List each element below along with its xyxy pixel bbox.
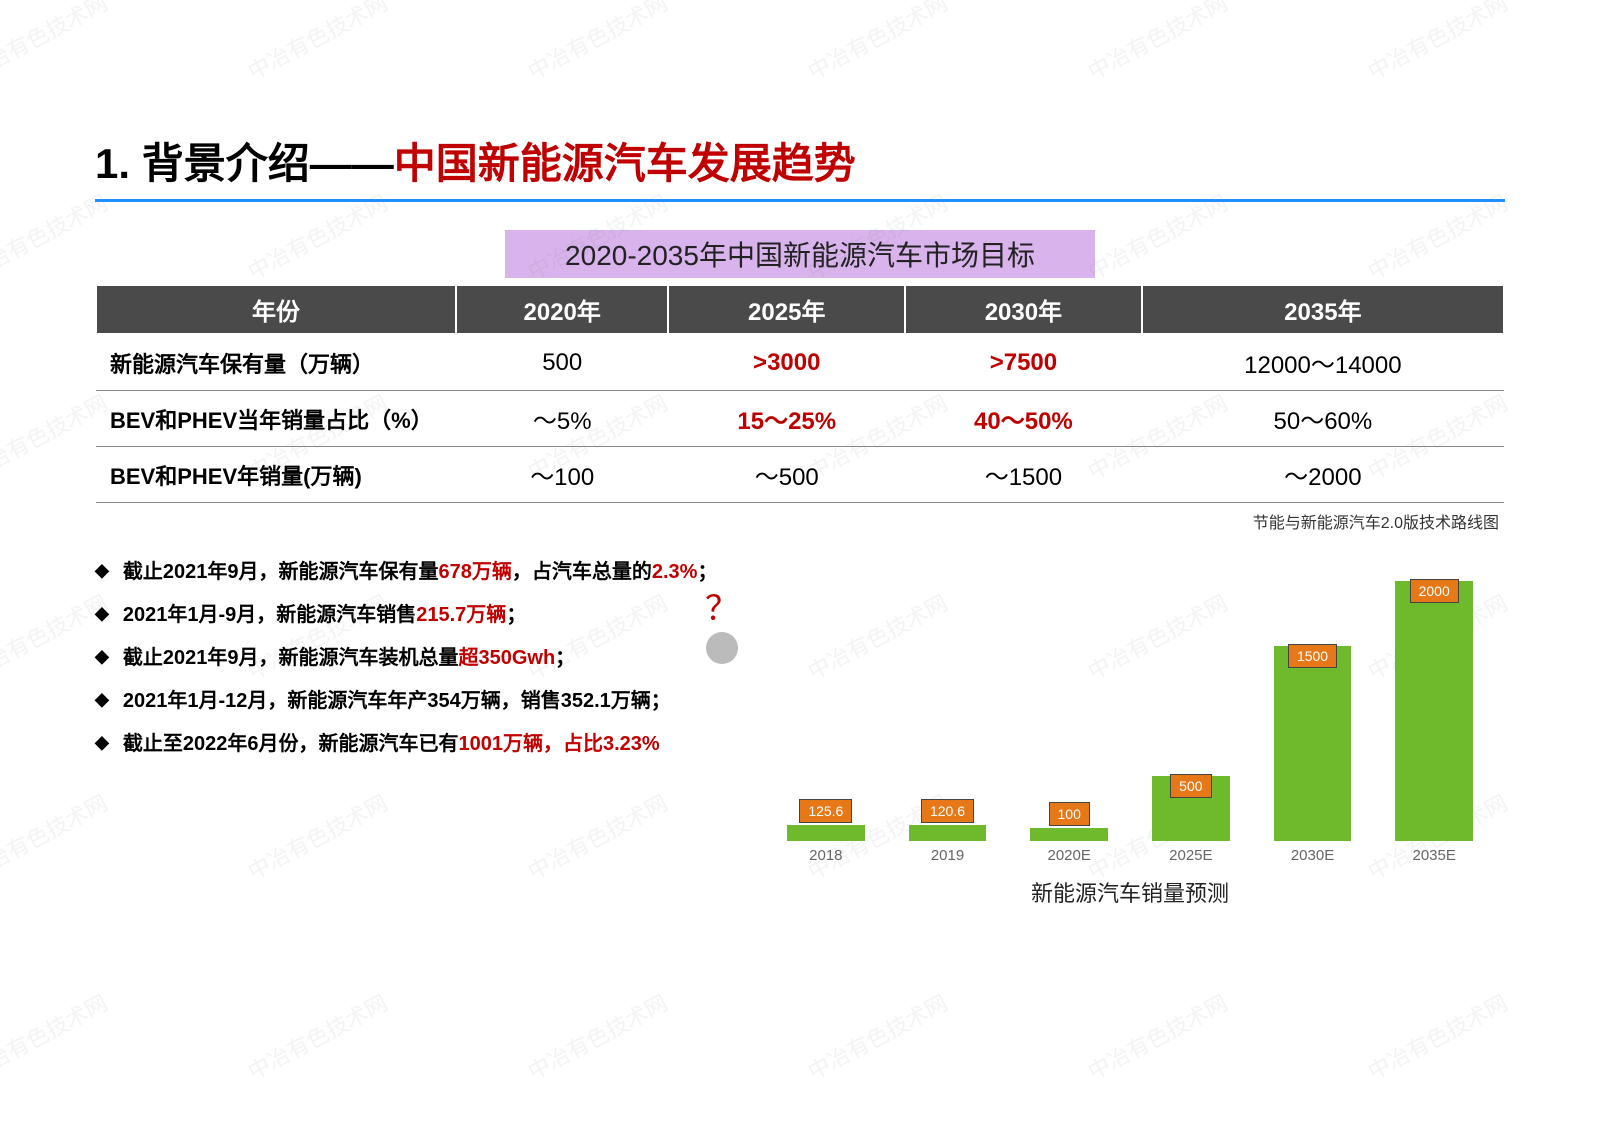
table-body: 新能源汽车保有量（万辆）500>3000>750012000～14000BEV和… <box>96 334 1504 503</box>
table-cell: 15～25% <box>668 391 905 447</box>
watermark: 中冶有色技术网 <box>242 0 393 86</box>
table-cell: 40～50% <box>905 391 1142 447</box>
row-label: BEV和PHEV当年销量占比（%） <box>96 391 456 447</box>
watermark: 中冶有色技术网 <box>1082 0 1233 86</box>
bar-value-label: 500 <box>1170 774 1211 798</box>
table-cell: >3000 <box>668 334 905 391</box>
watermark: 中冶有色技术网 <box>0 986 113 1087</box>
bullet-item: 截止2021年9月，新能源汽车保有量678万辆，占汽车总量的2.3%； <box>95 551 735 594</box>
bar <box>787 825 865 841</box>
watermark: 中冶有色技术网 <box>522 986 673 1087</box>
bar-value-label: 100 <box>1049 802 1090 826</box>
table-header-cell: 2020年 <box>456 285 668 334</box>
source-note: 节能与新能源汽车2.0版技术路线图 <box>95 509 1505 533</box>
bullet-list: 截止2021年9月，新能源汽车保有量678万辆，占汽车总量的2.3%；2021年… <box>95 551 735 908</box>
table-cell: 50～60% <box>1142 391 1504 447</box>
table-cell: ～2000 <box>1142 447 1504 503</box>
bar <box>909 825 987 841</box>
x-label: 2018 <box>765 847 887 864</box>
table-cell: ～500 <box>668 447 905 503</box>
question-icon: ？ <box>705 581 739 664</box>
bullet-item: 2021年1月-12月，新能源汽车年产354万辆，销售352.1万辆； <box>95 680 735 723</box>
watermark: 中冶有色技术网 <box>1362 986 1513 1087</box>
row-label: BEV和PHEV年销量(万辆) <box>96 447 456 503</box>
watermark: 中冶有色技术网 <box>0 0 113 86</box>
x-label: 2020E <box>1008 847 1130 864</box>
x-label: 2019 <box>887 847 1009 864</box>
watermark: 中冶有色技术网 <box>1082 986 1233 1087</box>
bar-column: 2000 <box>1373 579 1495 841</box>
watermark: 中冶有色技术网 <box>1362 0 1513 86</box>
subtitle-banner: 2020-2035年中国新能源汽车市场目标 <box>505 230 1095 278</box>
x-label: 2025E <box>1130 847 1252 864</box>
table-row: BEV和PHEV当年销量占比（%）～5%15～25%40～50%50～60% <box>96 391 1504 447</box>
table-header-cell: 2025年 <box>668 285 905 334</box>
table-cell: 500 <box>456 334 668 391</box>
bar-column: 100 <box>1008 802 1130 841</box>
watermark: 中冶有色技术网 <box>242 986 393 1087</box>
heading-main: 中国新能源汽车发展趋势 <box>394 130 856 191</box>
table-cell: >7500 <box>905 334 1142 391</box>
bullet-item: 截止至2022年6月份，新能源汽车已有1001万辆，占比3.23% <box>95 723 735 766</box>
table-cell: ～100 <box>456 447 668 503</box>
bar-value-label: 120.6 <box>921 799 974 823</box>
lower-row: 截止2021年9月，新能源汽车保有量678万辆，占汽车总量的2.3%；2021年… <box>95 551 1505 908</box>
bar-value-label: 125.6 <box>799 799 852 823</box>
watermark: 中冶有色技术网 <box>522 0 673 86</box>
thinker-head <box>706 632 738 664</box>
table-row: BEV和PHEV年销量(万辆)～100～500～1500～2000 <box>96 447 1504 503</box>
table-header-cell: 2035年 <box>1142 285 1504 334</box>
watermark: 中冶有色技术网 <box>802 0 953 86</box>
x-label: 2030E <box>1252 847 1374 864</box>
table-cell: 12000～14000 <box>1142 334 1504 391</box>
bar-column: 1500 <box>1252 644 1374 841</box>
sales-chart: 125.6120.610050015002000 201820192020E20… <box>755 551 1505 908</box>
bar-value-label: 1500 <box>1288 644 1337 668</box>
row-label: 新能源汽车保有量（万辆） <box>96 334 456 391</box>
bullet-item: 截止2021年9月，新能源汽车装机总量超350Gwh； <box>95 637 735 680</box>
table-header-cell: 2030年 <box>905 285 1142 334</box>
bullet-item: 2021年1月-9月，新能源汽车销售215.7万辆； <box>95 594 735 637</box>
table-header-cell: 年份 <box>96 285 456 334</box>
watermark: 中冶有色技术网 <box>802 986 953 1087</box>
bar-value-label: 2000 <box>1410 579 1459 603</box>
page-heading: 1. 背景介绍—— 中国新能源汽车发展趋势 <box>95 130 1505 202</box>
x-label: 2035E <box>1373 847 1495 864</box>
heading-prefix: 1. 背景介绍—— <box>95 130 394 191</box>
table-cell: ～1500 <box>905 447 1142 503</box>
bar-column: 500 <box>1130 774 1252 841</box>
bar-column: 120.6 <box>887 799 1009 841</box>
chart-bars: 125.6 120.6 100 500 1500 2000 <box>755 561 1505 841</box>
chart-x-labels: 201820192020E2025E2030E2035E <box>755 841 1505 864</box>
table-row: 新能源汽车保有量（万辆）500>3000>750012000～14000 <box>96 334 1504 391</box>
bar-column: 125.6 <box>765 799 887 841</box>
chart-title: 新能源汽车销量预测 <box>755 876 1505 908</box>
question-mark: ？ <box>705 590 739 628</box>
bar <box>1395 581 1473 841</box>
bar <box>1274 646 1352 841</box>
targets-table: 年份2020年2025年2030年2035年 新能源汽车保有量（万辆）500>3… <box>95 284 1505 503</box>
table-header-row: 年份2020年2025年2030年2035年 <box>96 285 1504 334</box>
table-cell: ～5% <box>456 391 668 447</box>
bar <box>1030 828 1108 841</box>
